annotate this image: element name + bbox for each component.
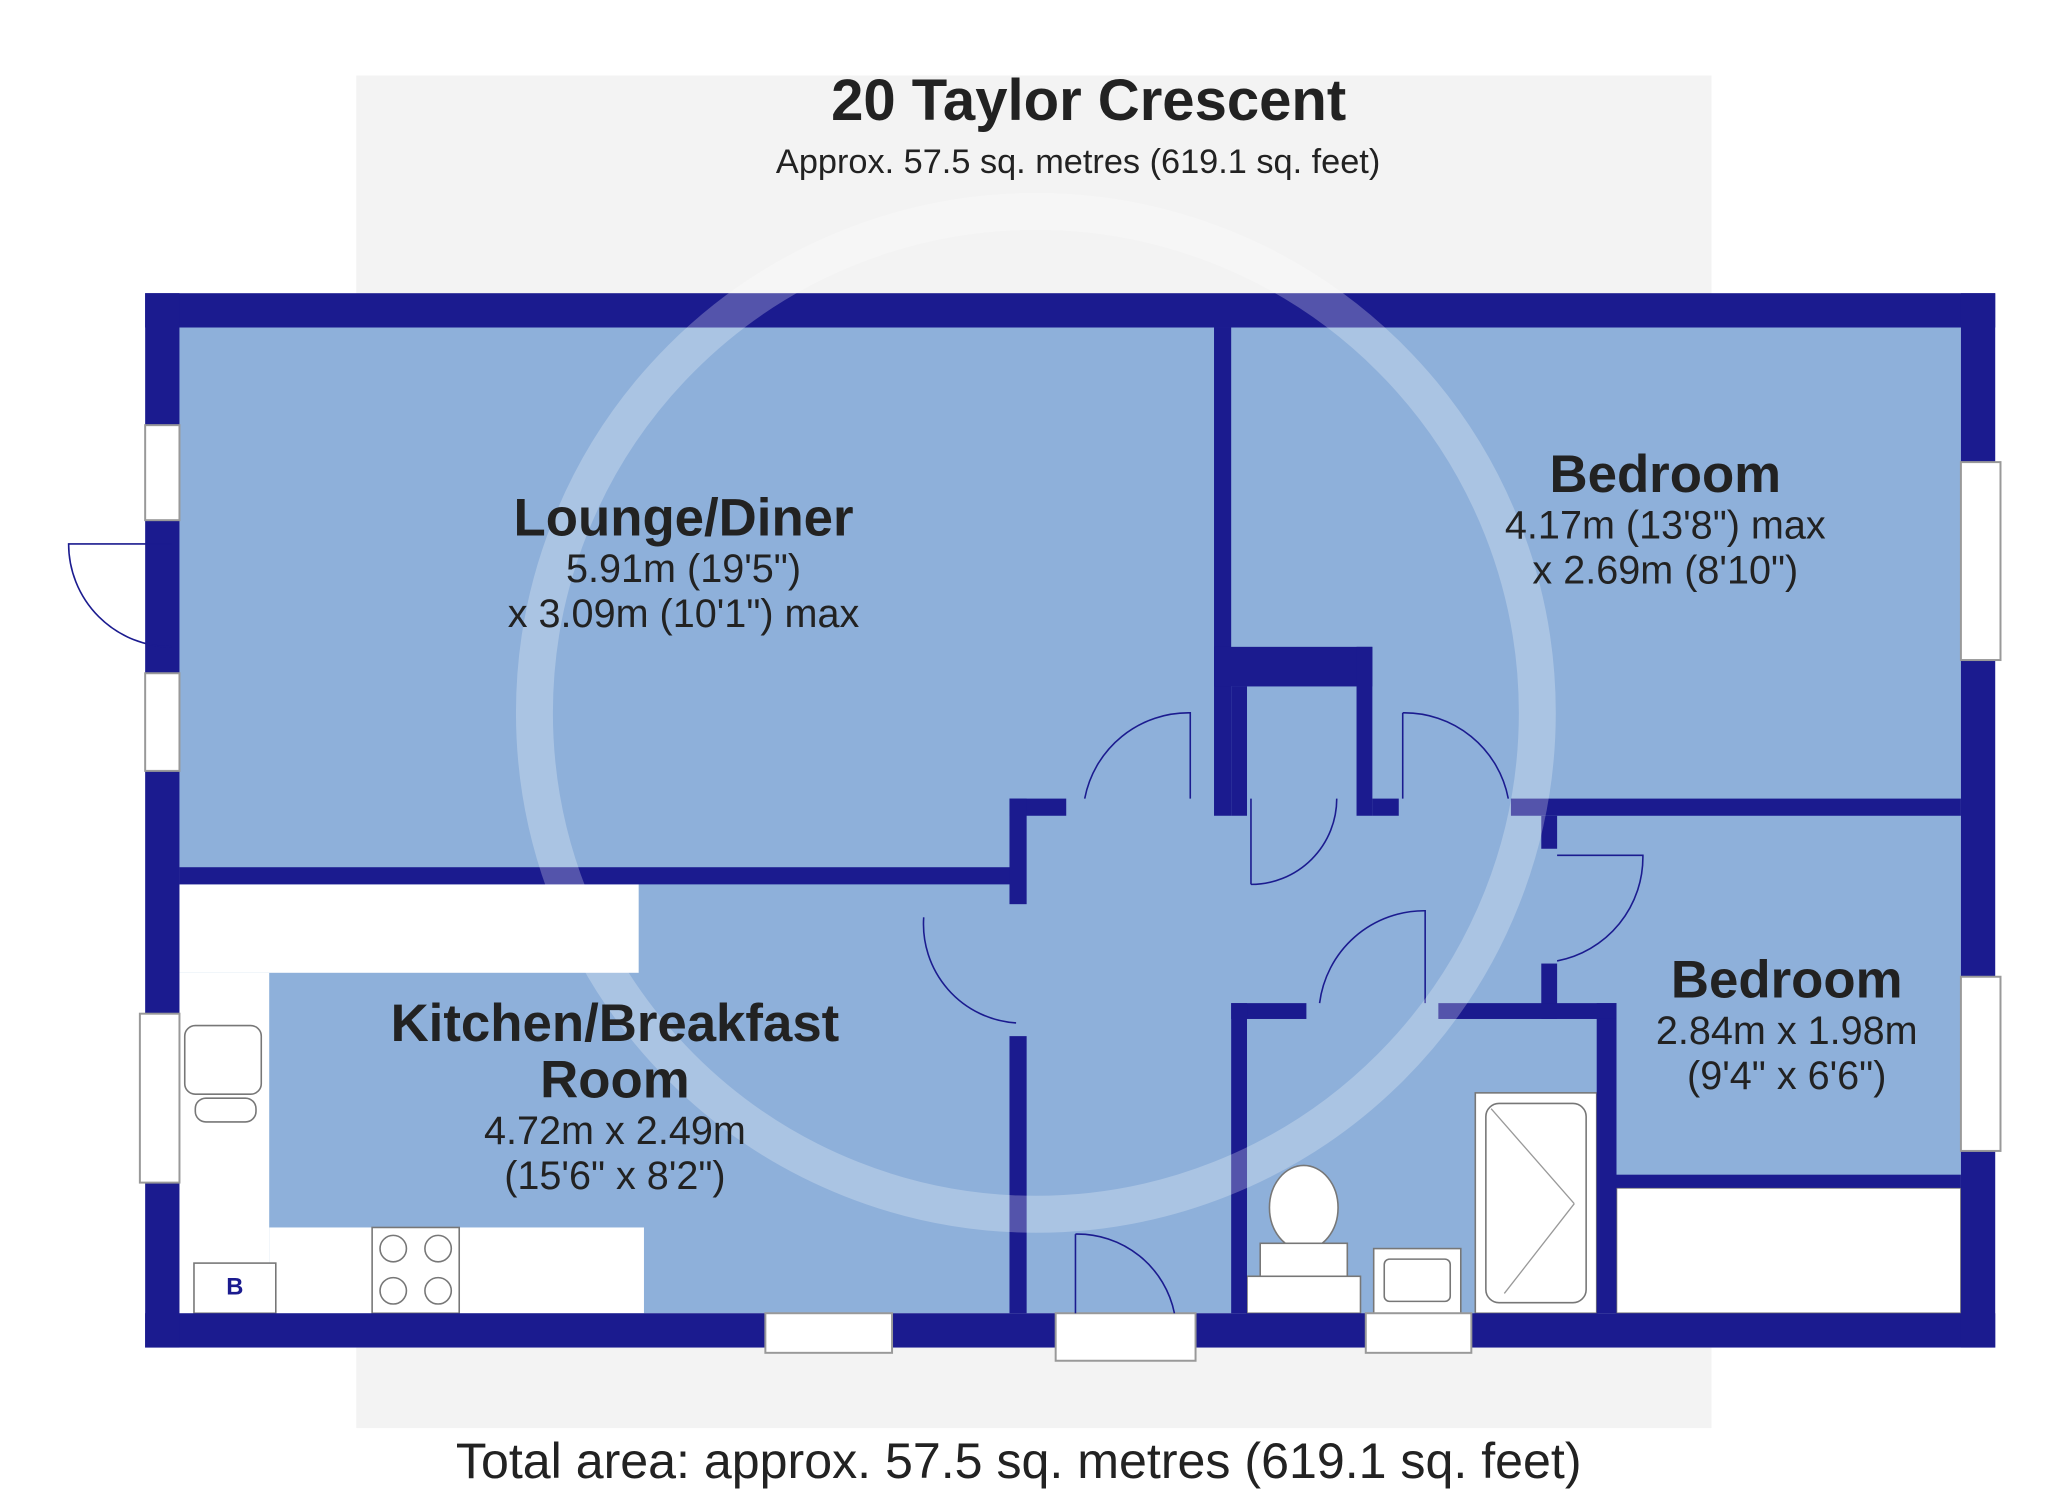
floor — [179, 327, 1961, 1314]
room-dimensions: x 3.09m (10'1") max — [508, 592, 860, 636]
watermark — [515, 192, 1556, 1233]
room-name: Bedroom — [1671, 950, 1903, 1009]
windows — [138, 424, 2002, 1362]
bathroom-fixtures — [1246, 1018, 1962, 1315]
room-dimensions: 5.91m (19'5") — [566, 547, 801, 591]
room-dimensions: (15'6" x 8'2") — [504, 1154, 725, 1198]
footer-total: Total area: approx. 57.5 sq. metres (619… — [456, 1433, 1582, 1489]
room-name: Lounge/Diner — [514, 488, 854, 547]
boiler-label: B — [226, 1273, 243, 1300]
room-dimensions: 4.17m (13'8") max — [1505, 504, 1826, 548]
room-name: Bedroom — [1550, 445, 1782, 504]
subtitle: Approx. 57.5 sq. metres (619.1 sq. feet) — [776, 143, 1380, 181]
kitchen-units — [179, 884, 644, 1315]
room-name: Room — [540, 1051, 690, 1110]
room-name: Kitchen/Breakfast — [391, 994, 840, 1053]
room-dimensions: 2.84m x 1.98m — [1656, 1009, 1918, 1053]
title: 20 Taylor Crescent — [831, 68, 1346, 133]
room-dimensions: 4.72m x 2.49m — [484, 1109, 746, 1153]
room-dimensions: x 2.69m (8'10") — [1532, 548, 1798, 592]
room-dimensions: (9'4" x 6'6") — [1687, 1054, 1886, 1098]
doors — [67, 543, 1644, 1314]
